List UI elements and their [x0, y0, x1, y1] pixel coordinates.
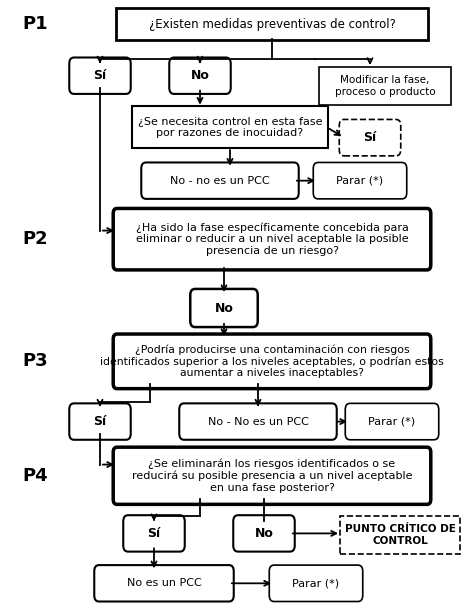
- Text: ¿Existen medidas preventivas de control?: ¿Existen medidas preventivas de control?: [148, 18, 395, 31]
- Text: P1: P1: [22, 15, 47, 33]
- FancyBboxPatch shape: [113, 447, 431, 505]
- Text: Sí: Sí: [93, 69, 107, 82]
- FancyBboxPatch shape: [190, 289, 258, 327]
- FancyBboxPatch shape: [116, 8, 428, 40]
- Text: ¿Ha sido la fase específicamente concebida para
eliminar o reducir a un nivel ac: ¿Ha sido la fase específicamente concebi…: [136, 222, 409, 256]
- Text: Sí: Sí: [93, 415, 107, 428]
- FancyBboxPatch shape: [69, 403, 131, 440]
- Text: Sí: Sí: [364, 131, 376, 144]
- FancyBboxPatch shape: [94, 565, 234, 601]
- FancyBboxPatch shape: [319, 67, 451, 105]
- FancyBboxPatch shape: [269, 565, 363, 601]
- FancyBboxPatch shape: [345, 403, 439, 440]
- Text: No - No es un PCC: No - No es un PCC: [208, 416, 309, 426]
- FancyBboxPatch shape: [113, 334, 431, 389]
- Text: Parar (*): Parar (*): [292, 578, 339, 588]
- Text: ¿Se necesita control en esta fase
por razones de inocuidad?: ¿Se necesita control en esta fase por ra…: [138, 116, 322, 138]
- FancyBboxPatch shape: [113, 208, 431, 270]
- Text: P4: P4: [22, 467, 47, 485]
- FancyBboxPatch shape: [179, 403, 337, 440]
- Text: ¿Podría producirse una contaminación con riesgos
identificados superior a los ni: ¿Podría producirse una contaminación con…: [100, 344, 444, 378]
- Text: Parar (*): Parar (*): [337, 176, 383, 185]
- Text: Sí: Sí: [147, 527, 161, 540]
- Text: Parar (*): Parar (*): [368, 416, 416, 426]
- FancyBboxPatch shape: [233, 515, 295, 551]
- FancyBboxPatch shape: [169, 57, 231, 94]
- Text: P3: P3: [22, 352, 47, 370]
- Text: No: No: [255, 527, 273, 540]
- FancyBboxPatch shape: [339, 120, 401, 156]
- FancyBboxPatch shape: [69, 57, 131, 94]
- FancyBboxPatch shape: [313, 163, 407, 199]
- FancyBboxPatch shape: [340, 516, 460, 554]
- Text: No - no es un PCC: No - no es un PCC: [170, 176, 270, 185]
- FancyBboxPatch shape: [123, 515, 185, 551]
- Text: P2: P2: [22, 230, 47, 248]
- FancyBboxPatch shape: [141, 163, 299, 199]
- FancyBboxPatch shape: [132, 107, 328, 148]
- Text: PUNTO CRÍTICO DE
CONTROL: PUNTO CRÍTICO DE CONTROL: [345, 524, 456, 546]
- Text: Modificar la fase,
proceso o producto: Modificar la fase, proceso o producto: [335, 75, 435, 97]
- Text: No: No: [191, 69, 210, 82]
- Text: No es un PCC: No es un PCC: [127, 578, 201, 588]
- Text: ¿Se eliminarán los riesgos identificados o se
reducirá su posible presencia a un: ¿Se eliminarán los riesgos identificados…: [132, 459, 412, 493]
- Text: No: No: [215, 301, 233, 315]
